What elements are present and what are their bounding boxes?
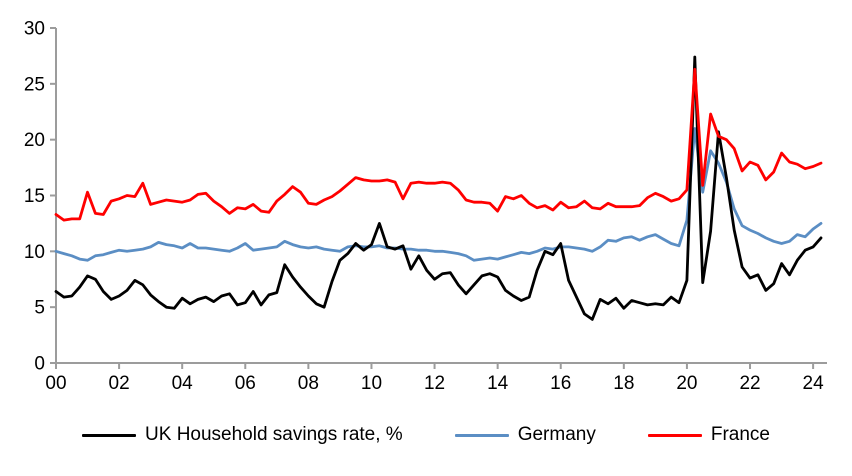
legend-label-france: France — [710, 424, 770, 445]
x-tick-label: 22 — [739, 373, 760, 394]
chart-plot-area: 0 5 10 15 20 25 30 00 02 04 06 08 10 12 14 16 18 20 22 24 — [24, 19, 827, 394]
x-tick-label: 24 — [803, 373, 825, 394]
x-tick-label: 10 — [361, 373, 382, 394]
france-line-swatch — [647, 433, 702, 437]
x-tick-label: 04 — [172, 373, 194, 394]
chart-legend: UK Household savings rate, % Germany Fra… — [0, 424, 852, 446]
x-tick-label: 14 — [487, 373, 509, 394]
uk-line-swatch — [82, 433, 137, 437]
x-tick-label: 08 — [298, 373, 319, 394]
legend-item-france: France — [647, 424, 770, 446]
y-tick-label: 25 — [24, 74, 45, 95]
x-tick-label: 00 — [45, 373, 66, 394]
series-line-france — [54, 67, 823, 222]
x-tick-label: 12 — [424, 373, 445, 394]
series-line-germany — [54, 127, 823, 262]
legend-item-germany: Germany — [454, 424, 596, 446]
x-tick-label: 16 — [550, 373, 571, 394]
legend-item-uk: UK Household savings rate, % — [82, 424, 403, 446]
y-tick-label: 20 — [24, 130, 45, 151]
x-tick-label: 18 — [613, 373, 634, 394]
x-tick-label: 06 — [235, 373, 256, 394]
legend-label-uk: UK Household savings rate, % — [145, 424, 403, 445]
y-tick-label: 30 — [24, 19, 45, 40]
y-tick-label: 15 — [24, 186, 45, 207]
y-tick-label: 10 — [24, 242, 45, 263]
x-tick-label: 02 — [109, 373, 130, 394]
y-tick-label: 5 — [34, 298, 45, 319]
x-tick-label: 20 — [676, 373, 697, 394]
germany-line-swatch — [454, 433, 509, 437]
legend-label-germany: Germany — [517, 424, 596, 445]
series-line-uk-household-savings-rate — [54, 55, 823, 321]
y-tick-label: 0 — [34, 354, 45, 375]
